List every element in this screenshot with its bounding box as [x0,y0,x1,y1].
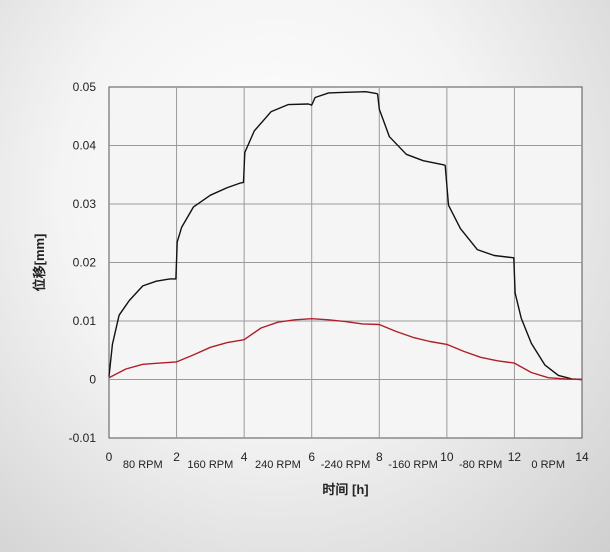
y-tick-label: 0.01 [73,314,97,328]
x-tick-label: 0 [106,450,113,464]
y-tick-label: 0 [89,373,96,387]
y-tick-label: 0.05 [73,80,97,94]
series-line-1 [108,90,583,381]
y-tick-label: -0.01 [69,431,97,445]
x-tick-label: 10 [440,450,454,464]
segment-label: 160 RPM [187,459,233,471]
x-tick-label: 8 [376,450,383,464]
segment-label: -160 RPM [388,459,438,471]
series-layer [108,90,583,381]
segment-label: -80 RPM [459,459,502,471]
series-line-2 [108,318,583,381]
segment-label: 240 RPM [255,459,301,471]
grid-lines [109,87,582,438]
y-tick-label: 0.04 [73,139,97,153]
x-axis-title: 时间 [h] [322,482,368,497]
x-tick-label: 6 [308,450,315,464]
x-tick-label: 4 [241,450,248,464]
x-tick-label: 14 [575,450,589,464]
segment-label: 80 RPM [123,459,163,471]
x-tick-label: 2 [173,450,180,464]
y-tick-label: 0.02 [73,256,97,270]
x-tick-label: 12 [508,450,522,464]
segment-labels: 80 RPM 160 RPM 240 RPM -240 RPM -160 RPM -80 … [123,459,565,471]
y-tick-label: 0.03 [73,197,97,211]
y-axis-title: 位移[mm] [32,234,47,292]
segment-label: 0 RPM [531,459,565,471]
segment-label: -240 RPM [321,459,371,471]
tick-labels: -0.01 0 0.01 0.02 0.03 0.04 0.05 0 2 4 6 8 10 12 14 [69,80,589,464]
